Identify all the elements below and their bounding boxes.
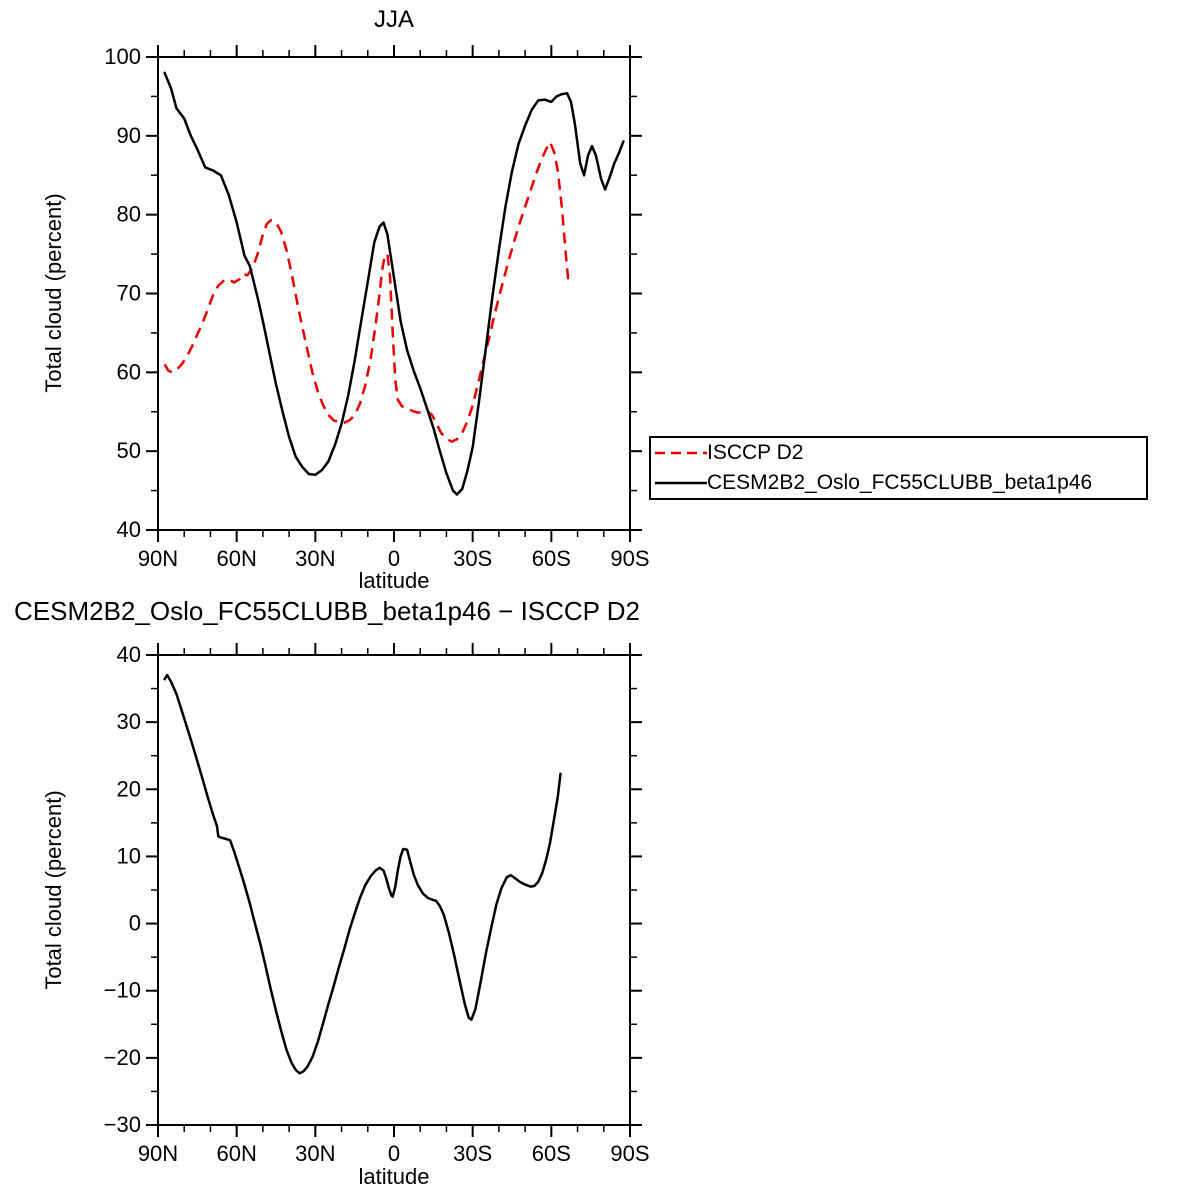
- bottom-x-axis-label: latitude: [358, 1164, 430, 1189]
- svg-text:60S: 60S: [532, 546, 571, 571]
- svg-text:−10: −10: [104, 978, 141, 1003]
- svg-text:60N: 60N: [216, 546, 256, 571]
- svg-text:90N: 90N: [138, 546, 178, 571]
- top-chart-title: JJA: [373, 6, 414, 33]
- svg-text:10: 10: [117, 843, 141, 868]
- svg-text:70: 70: [117, 281, 141, 306]
- svg-text:30N: 30N: [295, 546, 335, 571]
- legend-label-model: CESM2B2_Oslo_FC55CLUBB_beta1p46: [707, 471, 1093, 494]
- svg-text:90: 90: [117, 123, 141, 148]
- svg-text:0: 0: [129, 911, 141, 936]
- svg-text:30: 30: [117, 709, 141, 734]
- svg-text:−20: −20: [104, 1045, 141, 1070]
- legend-item-isccp: ISCCP D2: [655, 438, 1146, 468]
- bottom-chart-title: CESM2B2_Oslo_FC55CLUBB_beta1p46 − ISCCP …: [14, 596, 641, 626]
- svg-text:60S: 60S: [532, 1141, 571, 1166]
- svg-text:90S: 90S: [610, 1141, 649, 1166]
- dashed-line-icon: [655, 451, 707, 455]
- svg-text:0: 0: [388, 546, 400, 571]
- svg-text:20: 20: [117, 776, 141, 801]
- legend-label-isccp: ISCCP D2: [707, 441, 804, 464]
- svg-text:40: 40: [117, 517, 141, 542]
- top-y-axis-label: Total cloud (percent): [41, 193, 66, 393]
- svg-text:60N: 60N: [216, 1141, 256, 1166]
- svg-text:60: 60: [117, 359, 141, 384]
- bottom-y-axis-label: Total cloud (percent): [41, 790, 66, 990]
- svg-text:50: 50: [117, 438, 141, 463]
- top-x-axis-label: latitude: [358, 568, 430, 593]
- legend: ISCCP D2 CESM2B2_Oslo_FC55CLUBB_beta1p46: [649, 436, 1148, 500]
- svg-text:90S: 90S: [610, 546, 649, 571]
- solid-line-icon: [655, 481, 707, 485]
- legend-item-model: CESM2B2_Oslo_FC55CLUBB_beta1p46: [655, 468, 1146, 498]
- svg-text:80: 80: [117, 202, 141, 227]
- svg-text:40: 40: [117, 642, 141, 667]
- svg-text:30N: 30N: [295, 1141, 335, 1166]
- svg-text:0: 0: [388, 1141, 400, 1166]
- svg-text:90N: 90N: [138, 1141, 178, 1166]
- svg-text:−30: −30: [104, 1112, 141, 1137]
- svg-text:100: 100: [104, 44, 141, 69]
- svg-text:30S: 30S: [453, 1141, 492, 1166]
- svg-text:30S: 30S: [453, 546, 492, 571]
